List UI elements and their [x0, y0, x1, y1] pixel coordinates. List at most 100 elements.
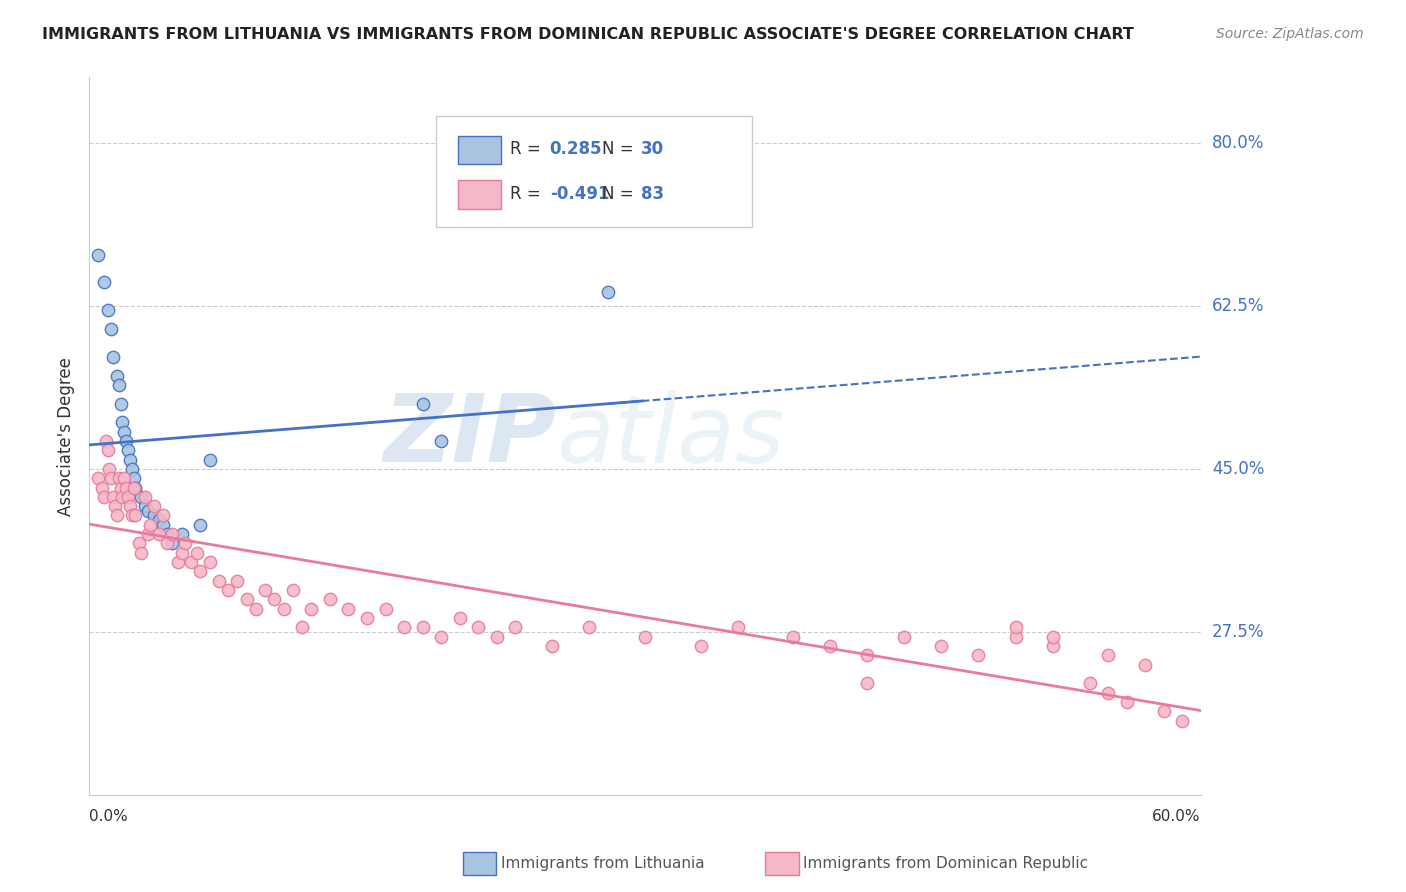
Point [186, 546, 208, 560]
Point [112, 471, 135, 485]
Point [156, 536, 179, 550]
Text: 0.285: 0.285 [550, 140, 602, 158]
Point [856, 648, 879, 663]
Point [97, 303, 120, 318]
Text: 0.0%: 0.0% [89, 809, 128, 824]
Point [134, 499, 156, 513]
Point [128, 536, 150, 550]
Point [1042, 639, 1064, 653]
Text: -0.491: -0.491 [550, 185, 609, 202]
Point [94, 434, 117, 448]
Point [503, 620, 526, 634]
Point [118, 452, 141, 467]
Point [273, 601, 295, 615]
Point [129, 546, 152, 560]
Point [104, 499, 127, 513]
Point [291, 620, 314, 634]
Point [412, 397, 434, 411]
Point [245, 601, 267, 615]
Point [180, 555, 202, 569]
Point [107, 471, 129, 485]
Point [430, 434, 453, 448]
Point [1153, 704, 1175, 718]
Point [188, 565, 211, 579]
Point [100, 322, 122, 336]
Point [689, 639, 711, 653]
Point [162, 536, 184, 550]
Point [174, 536, 197, 550]
Point [112, 425, 135, 439]
Text: 60.0%: 60.0% [1153, 809, 1201, 824]
Point [97, 443, 120, 458]
Point [117, 490, 139, 504]
Point [98, 462, 121, 476]
Point [856, 676, 879, 690]
Point [1097, 685, 1119, 699]
Point [485, 630, 508, 644]
Point [111, 490, 134, 504]
Point [1097, 648, 1119, 663]
Point [634, 630, 657, 644]
Text: 27.5%: 27.5% [1212, 623, 1264, 641]
Point [217, 582, 239, 597]
Point [115, 434, 138, 448]
Point [148, 513, 170, 527]
Point [110, 397, 132, 411]
Point [198, 555, 221, 569]
Point [356, 611, 378, 625]
Point [129, 490, 152, 504]
Point [100, 471, 122, 485]
Point [596, 285, 619, 299]
Point [124, 481, 146, 495]
Point [967, 648, 990, 663]
Point [226, 574, 249, 588]
Point [101, 350, 124, 364]
Point [170, 527, 193, 541]
Point [467, 620, 489, 634]
Point [412, 620, 434, 634]
Text: Source: ZipAtlas.com: Source: ZipAtlas.com [1216, 27, 1364, 41]
Point [124, 508, 146, 523]
Point [142, 508, 165, 523]
Y-axis label: Associate's Degree: Associate's Degree [58, 357, 75, 516]
Point [117, 443, 139, 458]
Point [87, 471, 110, 485]
Point [105, 508, 128, 523]
Point [152, 508, 174, 523]
Point [91, 481, 114, 495]
Point [121, 508, 143, 523]
Point [170, 546, 193, 560]
Point [1171, 714, 1194, 728]
Point [121, 462, 143, 476]
Text: 45.0%: 45.0% [1212, 460, 1264, 478]
Point [111, 415, 134, 429]
Point [105, 368, 128, 383]
Point [374, 601, 396, 615]
Point [208, 574, 231, 588]
Point [893, 630, 915, 644]
Point [156, 527, 179, 541]
Point [101, 490, 124, 504]
Point [198, 452, 221, 467]
Text: Immigrants from Dominican Republic: Immigrants from Dominican Republic [803, 856, 1088, 871]
Text: atlas: atlas [555, 391, 785, 482]
Point [337, 601, 360, 615]
Point [931, 639, 953, 653]
Text: 30: 30 [641, 140, 664, 158]
Point [263, 592, 285, 607]
Text: 62.5%: 62.5% [1212, 297, 1264, 315]
Point [118, 499, 141, 513]
Point [138, 504, 160, 518]
Point [122, 481, 145, 495]
Text: N =: N = [602, 140, 638, 158]
Point [578, 620, 600, 634]
Point [93, 276, 115, 290]
Point [430, 630, 453, 644]
Point [167, 555, 190, 569]
Point [254, 582, 277, 597]
Point [134, 490, 156, 504]
Point [235, 592, 257, 607]
Point [93, 490, 115, 504]
Point [188, 517, 211, 532]
Text: R =: R = [510, 185, 547, 202]
